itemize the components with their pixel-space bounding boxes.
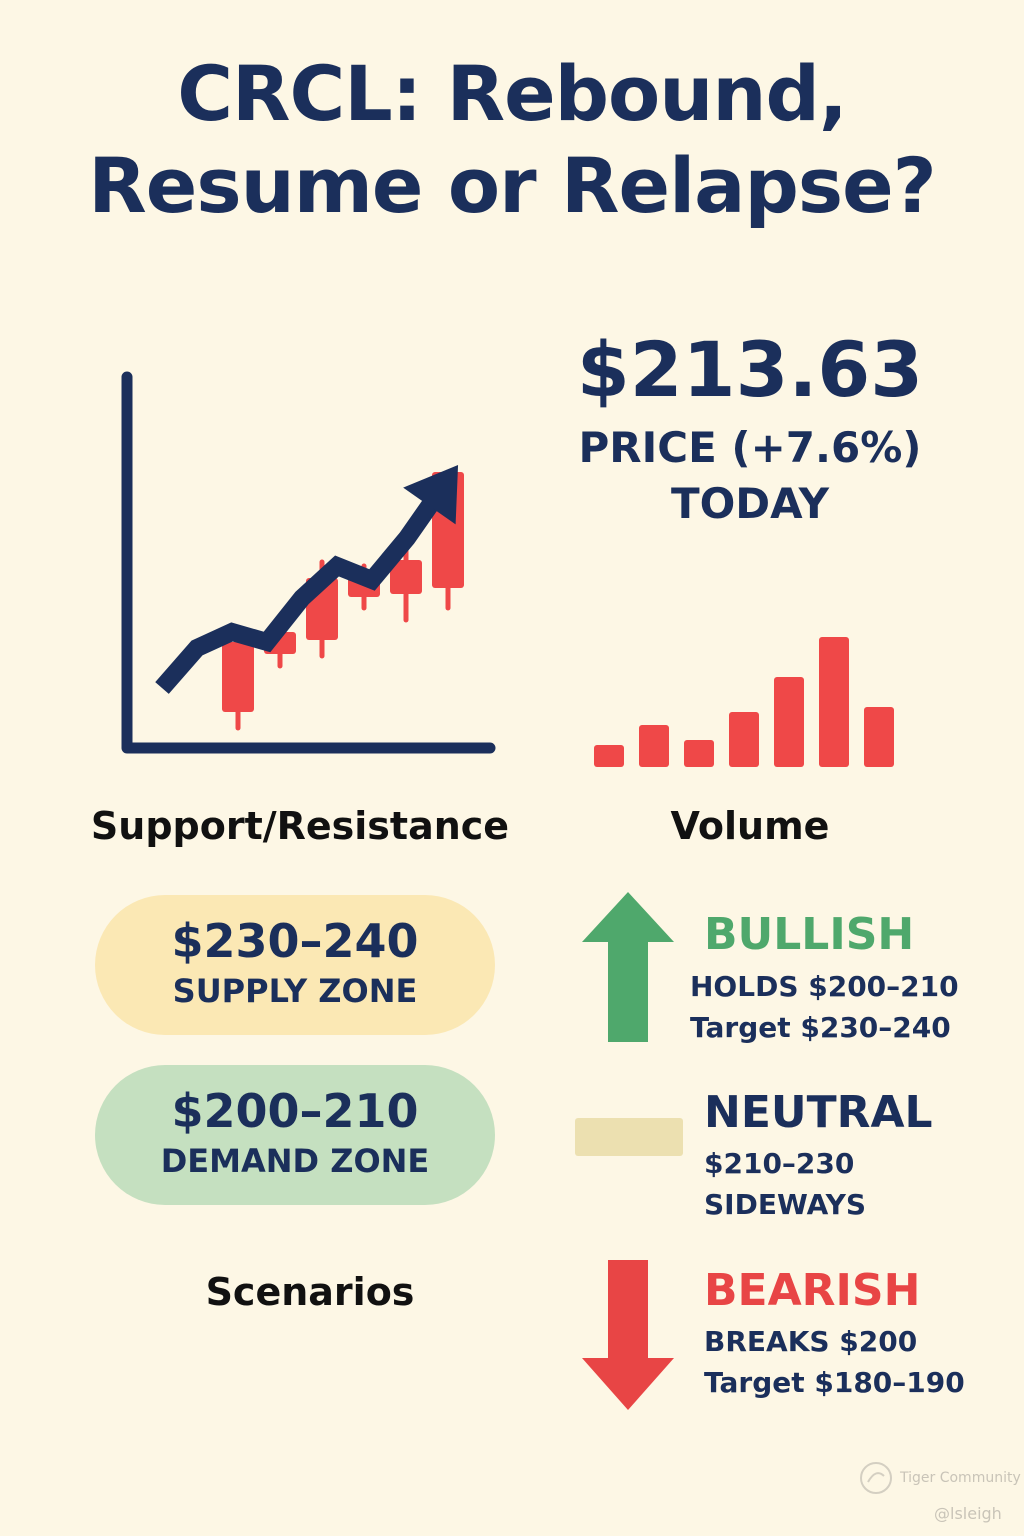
volume-bar	[774, 677, 804, 767]
volume-bar	[864, 707, 894, 767]
supply-zone-pill: $230–240 SUPPLY ZONE	[95, 895, 495, 1035]
volume-bar	[594, 745, 624, 767]
supply-zone-label: SUPPLY ZONE	[172, 972, 418, 1010]
neutral-range: $210–230	[704, 1147, 855, 1180]
candlestick-chart	[121, 371, 496, 754]
price-period: TODAY	[670, 479, 830, 528]
neutral-bar-icon	[575, 1118, 683, 1156]
neutral-condition: SIDEWAYS	[704, 1188, 867, 1221]
down-arrow-icon	[582, 1260, 674, 1410]
up-arrow-icon	[582, 892, 674, 1042]
watermark-brand: Tiger Community	[900, 1470, 1021, 1486]
bullish-condition: HOLDS $200–210	[690, 970, 959, 1003]
current-price: $213.63	[576, 325, 924, 414]
price-change: PRICE (+7.6%) TODAY	[500, 420, 1000, 532]
scenarios-label: Scenarios	[205, 1270, 415, 1314]
trend-line	[155, 497, 440, 694]
candle-body	[390, 560, 422, 594]
price-change-label: PRICE (+7.6%)	[578, 423, 922, 472]
page-title: CRCL: Rebound, Resume or Relapse?	[0, 48, 1024, 232]
bullish-target: Target $230–240	[690, 1011, 951, 1044]
demand-zone-range: $200–210	[171, 1084, 419, 1138]
title-line-1: CRCL: Rebound,	[177, 49, 848, 138]
watermark-handle: @lsleigh	[934, 1504, 1002, 1523]
bullish-heading: BULLISH	[704, 909, 915, 960]
tiger-community-logo-icon	[860, 1462, 892, 1494]
volume-bar	[729, 712, 759, 767]
title-line-2: Resume or Relapse?	[88, 141, 936, 230]
volume-bar	[684, 740, 714, 767]
bearish-target: Target $180–190	[704, 1366, 965, 1399]
volume-bar	[819, 637, 849, 767]
candle-body	[222, 642, 254, 712]
volume-label: Volume	[670, 804, 830, 848]
chart-axes	[121, 371, 496, 754]
supply-zone-range: $230–240	[171, 914, 419, 968]
support-resistance-label: Support/Resistance	[90, 804, 510, 848]
bearish-condition: BREAKS $200	[704, 1325, 918, 1358]
volume-chart	[594, 637, 894, 767]
demand-zone-pill: $200–210 DEMAND ZONE	[95, 1065, 495, 1205]
trend-arrowhead	[403, 465, 459, 525]
bearish-heading: BEARISH	[704, 1265, 921, 1316]
neutral-heading: NEUTRAL	[704, 1087, 933, 1138]
volume-bar	[639, 725, 669, 767]
demand-zone-label: DEMAND ZONE	[160, 1142, 430, 1180]
